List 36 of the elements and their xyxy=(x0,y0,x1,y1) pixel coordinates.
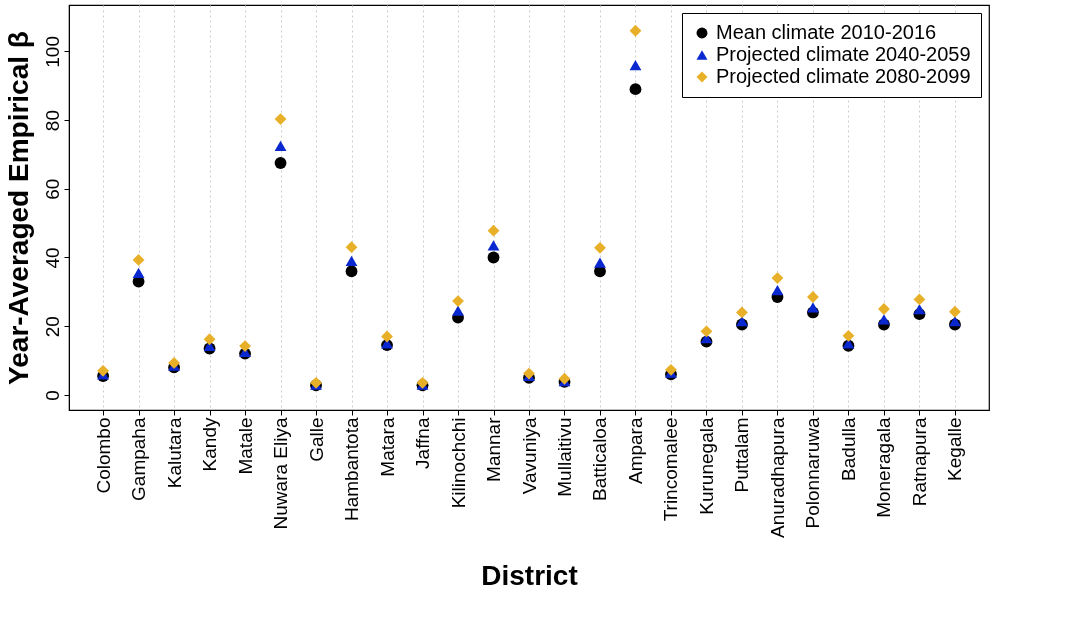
x-tick-label: Kalutara xyxy=(163,417,185,489)
x-tick-label: Ampara xyxy=(624,417,646,485)
x-tick-label: Mannar xyxy=(483,416,505,482)
x-tick-label: Kilinochchi xyxy=(447,417,469,509)
x-axis-title: District xyxy=(481,559,578,591)
y-tick-label: 20 xyxy=(41,316,63,338)
x-tick-label: Matara xyxy=(376,417,398,477)
x-tick-label: Jaffna xyxy=(412,417,434,469)
x-tick-label: Moneragala xyxy=(873,417,895,518)
y-tick-label: 0 xyxy=(41,390,63,401)
y-tick-label: 80 xyxy=(41,110,63,132)
x-tick-label: Ratnapura xyxy=(908,417,930,507)
x-tick-label: Nuwara Eliya xyxy=(270,417,292,530)
x-tick-label: Colombo xyxy=(92,417,114,494)
y-axis-title: Year-Averaged Empirical β xyxy=(2,31,34,385)
legend-label: Mean climate 2010-2016 xyxy=(716,21,937,43)
x-tick-label: Matale xyxy=(234,417,256,475)
x-tick-label: Polonnaruwa xyxy=(802,417,824,529)
y-tick-label: 60 xyxy=(41,178,63,200)
x-tick-label: Puttalam xyxy=(731,417,753,493)
x-tick-label: Trincomalee xyxy=(660,417,682,522)
legend-label: Projected climate 2080-2099 xyxy=(716,65,971,87)
legend-label: Projected climate 2040-2059 xyxy=(716,43,971,65)
y-tick-label: 40 xyxy=(41,247,63,269)
x-tick-label: Galle xyxy=(305,417,327,462)
x-tick-label: Batticaloa xyxy=(589,417,611,501)
x-tick-label: Kandy xyxy=(199,417,221,472)
x-tick-label: Mullaitivu xyxy=(553,417,575,497)
x-tick-label: Kurunegala xyxy=(695,417,717,515)
x-tick-label: Gampaha xyxy=(128,417,150,501)
y-tick-label: 100 xyxy=(41,36,63,68)
x-tick-label: Anuradhapura xyxy=(766,417,788,538)
x-tick-label: Hambantota xyxy=(341,417,363,522)
x-tick-label: Kegalle xyxy=(944,417,966,481)
x-tick-label: Vavuniya xyxy=(518,417,540,495)
x-tick-label: Badulla xyxy=(837,417,859,481)
